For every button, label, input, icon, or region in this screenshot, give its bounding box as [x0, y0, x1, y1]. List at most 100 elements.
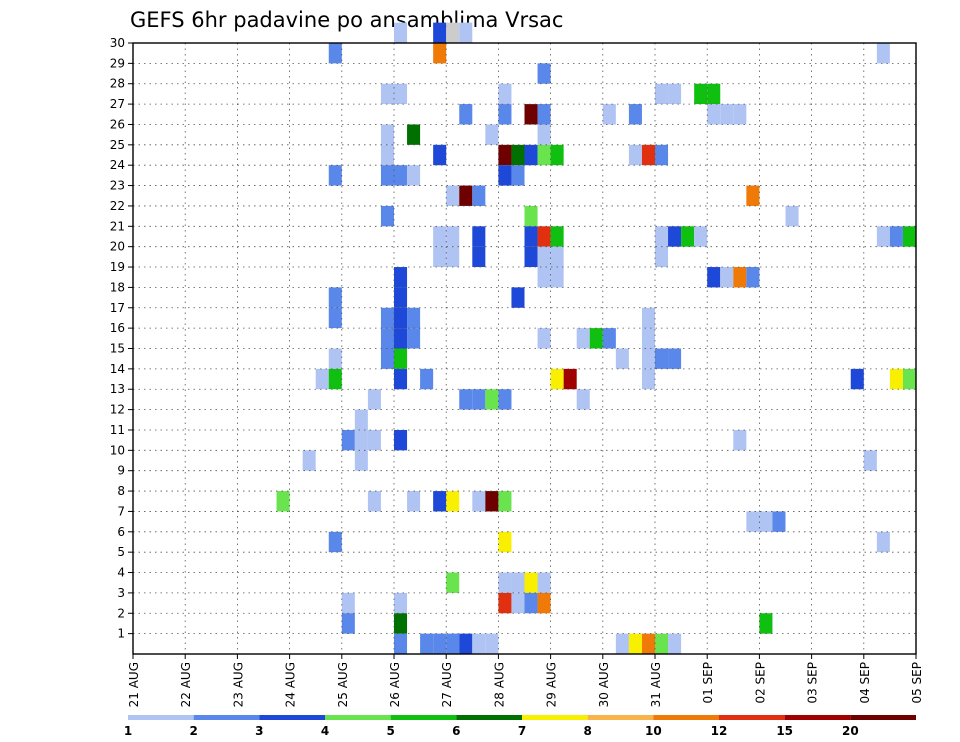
x-tick-label: 28 AUG — [492, 662, 506, 707]
heatmap-cell — [433, 43, 447, 64]
y-tick-label: 25 — [110, 138, 125, 152]
y-tick-label: 20 — [110, 240, 125, 254]
heatmap-cell — [276, 491, 290, 512]
heatmap-cell — [446, 491, 460, 512]
x-tick-label: 23 AUG — [231, 662, 245, 707]
heatmap-cell — [367, 429, 381, 451]
heatmap-cell — [485, 491, 499, 512]
x-tick-label: 22 AUG — [179, 662, 193, 707]
heatmap-cell — [433, 226, 447, 247]
y-tick-label: 5 — [117, 545, 125, 559]
legend-swatch — [784, 715, 851, 720]
heatmap-cell — [394, 613, 408, 634]
y-tick-label: 30 — [110, 36, 125, 50]
heatmap-cell — [407, 491, 421, 512]
heatmap-cell — [550, 368, 564, 390]
heatmap-cell — [902, 368, 916, 390]
heatmap-cell — [380, 307, 394, 329]
heatmap-cell — [668, 226, 682, 247]
heatmap-cell — [394, 307, 408, 329]
y-tick-label: 10 — [110, 443, 125, 457]
legend-label: 7 — [518, 724, 526, 738]
heatmap-cell — [576, 389, 590, 410]
heatmap-cell — [380, 205, 394, 227]
heatmap-cell — [328, 307, 342, 329]
y-tick-label: 17 — [110, 301, 125, 315]
heatmap-cell — [407, 307, 421, 329]
heatmap-cell — [628, 633, 642, 654]
heatmap-cell — [746, 267, 760, 288]
x-tick-label: 05 SEP — [910, 662, 924, 704]
x-tick-label: 01 SEP — [701, 662, 715, 704]
heatmap-cell — [628, 104, 642, 125]
heatmap-cell — [681, 226, 695, 247]
heatmap-cell — [707, 104, 721, 125]
legend-swatch — [390, 715, 457, 720]
heatmap-cell — [511, 165, 525, 186]
heatmap-cell — [394, 328, 408, 349]
heatmap-cell — [394, 287, 408, 308]
heatmap-cell — [394, 633, 408, 654]
heatmap-cell — [641, 144, 655, 166]
heatmap-cell — [446, 572, 460, 593]
y-tick-label: 13 — [110, 382, 125, 396]
heatmap-cell — [602, 104, 616, 125]
y-tick-label: 23 — [110, 179, 125, 193]
heatmap-cell — [524, 144, 538, 166]
heatmap-cell — [733, 429, 747, 451]
y-axis: 1234567891011121314151617181920212223242… — [110, 36, 133, 641]
heatmap-cell — [655, 144, 669, 166]
heatmap-cell — [446, 185, 460, 206]
heatmap-cell — [576, 328, 590, 349]
legend-label: 6 — [452, 724, 460, 738]
heatmap-cell — [394, 22, 408, 43]
heatmap-cell — [380, 165, 394, 186]
x-tick-label: 29 AUG — [545, 662, 559, 707]
heatmap-cell — [668, 633, 682, 654]
y-tick-label: 28 — [110, 77, 125, 91]
heatmap-cell — [498, 144, 512, 166]
heatmap-cell — [550, 267, 564, 288]
heatmap-cell — [524, 226, 538, 247]
y-tick-label: 22 — [110, 199, 125, 213]
heatmap-cell — [668, 83, 682, 105]
heatmap-cell — [394, 592, 408, 614]
x-tick-label: 04 SEP — [858, 662, 872, 704]
heatmap-cell — [720, 267, 734, 288]
heatmap-cell — [537, 572, 551, 593]
x-tick-label: 30 AUG — [597, 662, 611, 707]
heatmap-cell — [446, 226, 460, 247]
heatmap-cell — [720, 104, 734, 125]
x-tick-label: 31 AUG — [649, 662, 663, 707]
heatmap-cell — [472, 185, 486, 206]
heatmap-cell — [380, 328, 394, 349]
y-tick-label: 21 — [110, 219, 125, 233]
legend-label: 3 — [255, 724, 263, 738]
heatmap-cell — [628, 144, 642, 166]
heatmap-cell — [341, 613, 355, 634]
heatmap-cell — [524, 205, 538, 227]
y-tick-label: 18 — [110, 280, 125, 294]
chart-title: GEFS 6hr padavine po ansamblima Vrsac — [130, 8, 563, 32]
y-tick-label: 19 — [110, 260, 125, 274]
heatmap-cell — [655, 633, 669, 654]
heatmap-cell — [524, 572, 538, 593]
heatmap-cell — [485, 389, 499, 410]
heatmap-cell — [759, 613, 773, 634]
heatmap-cell — [341, 592, 355, 614]
heatmap-cells — [276, 22, 916, 654]
heatmap-cell — [655, 226, 669, 247]
heatmap-cell — [328, 43, 342, 64]
heatmap-cell — [446, 246, 460, 268]
legend-swatch — [653, 715, 719, 720]
heatmap-cell — [537, 328, 551, 349]
heatmap-cell — [472, 491, 486, 512]
legend-label: 20 — [842, 724, 859, 738]
heatmap-cell — [380, 348, 394, 369]
heatmap-cell — [707, 267, 721, 288]
x-axis: 21 AUG 22 AUG 23 AUG 24 AUG 25 AUG 26 AUG 27 A… — [127, 654, 924, 707]
y-tick-label: 11 — [110, 423, 125, 437]
heatmap-cell — [354, 450, 368, 471]
heatmap-cell — [498, 104, 512, 125]
